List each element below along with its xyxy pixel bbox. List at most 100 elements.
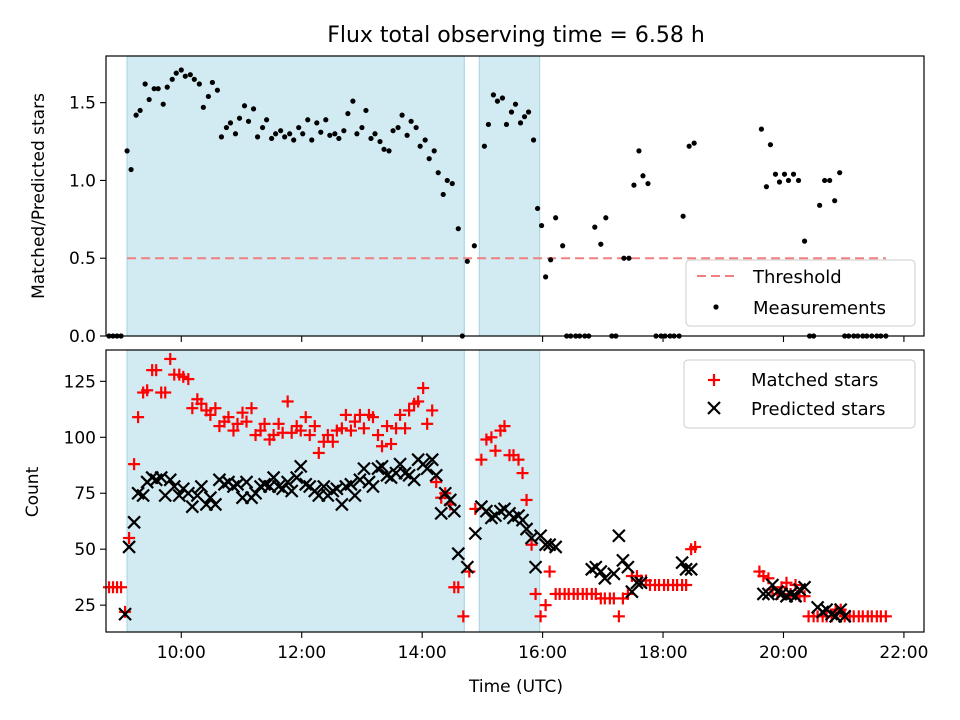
measurement-point xyxy=(621,255,627,261)
predicted-star-mark xyxy=(293,459,308,474)
measurement-point xyxy=(404,132,410,138)
predicted-star-mark xyxy=(542,537,557,552)
measurement-point xyxy=(124,148,130,154)
measurement-point xyxy=(534,205,541,212)
measurement-point xyxy=(485,121,492,128)
matched-star-point xyxy=(267,429,280,442)
predicted-star-mark xyxy=(612,528,626,543)
predicted-star-mark xyxy=(131,486,145,501)
matched-star-point xyxy=(489,444,502,457)
predicted-star-mark xyxy=(420,461,434,476)
measurement-point xyxy=(300,131,306,137)
matched-star-point xyxy=(326,435,339,448)
predicted-star-point xyxy=(375,459,389,474)
predicted-star-mark xyxy=(407,473,421,487)
predicted-star-point xyxy=(239,475,254,489)
matched-star-point xyxy=(412,395,425,408)
matched-star-point xyxy=(680,579,693,591)
x-tick-label: 16:00 xyxy=(518,643,567,663)
matched-star-points xyxy=(103,352,892,623)
measurement-point xyxy=(359,124,365,131)
bottom-axes-frame xyxy=(105,349,925,633)
measurement-point xyxy=(795,177,802,184)
y-tick-label: 0.5 xyxy=(69,249,96,269)
matched-star-point xyxy=(209,402,222,415)
predicted-star-mark xyxy=(443,493,458,507)
measurement-point xyxy=(521,114,528,120)
measurement-point xyxy=(455,226,461,232)
matched-star-point xyxy=(376,440,389,453)
predicted-star-mark xyxy=(194,479,209,494)
measurement-point xyxy=(164,84,170,90)
predicted-star-mark xyxy=(460,560,475,574)
matched-star-point xyxy=(689,540,702,553)
measurement-point xyxy=(263,117,270,123)
matched-star-point xyxy=(123,532,136,544)
x-tick-label: 20:00 xyxy=(759,643,808,663)
predicted-star-mark xyxy=(528,560,543,574)
predicted-star-mark xyxy=(634,575,648,590)
predicted-star-point xyxy=(598,571,612,586)
measurement-point xyxy=(236,115,243,121)
predicted-star-mark xyxy=(451,546,466,561)
measurement-point xyxy=(626,255,632,261)
measurement-point xyxy=(381,146,387,152)
predicted-star-mark xyxy=(434,506,449,521)
measurement-point xyxy=(196,81,202,87)
predicted-star-mark xyxy=(765,578,780,592)
measurement-point xyxy=(827,177,833,184)
predicted-star-mark xyxy=(429,468,443,483)
predicted-star-mark xyxy=(770,584,785,599)
measurement-point xyxy=(395,124,401,131)
measurement-point xyxy=(205,93,211,100)
top-panel: Flux total observing time = 6.58 h 0.00.… xyxy=(29,23,925,347)
predicted-star-point xyxy=(519,522,534,536)
matched-star-point xyxy=(141,384,154,397)
measurement-point xyxy=(354,131,360,137)
predicted-star-mark xyxy=(783,587,798,601)
predicted-star-mark xyxy=(797,580,812,595)
predicted-star-point xyxy=(122,540,136,554)
predicted-star-mark xyxy=(190,488,205,503)
measurement-point xyxy=(318,129,324,135)
matched-star-point xyxy=(308,420,321,433)
predicted-star-point xyxy=(824,607,839,621)
predicted-star-point xyxy=(451,546,466,561)
predicted-star-mark xyxy=(380,468,394,483)
matched-star-point xyxy=(222,411,235,424)
predicted-star-mark xyxy=(393,457,407,471)
measurement-point xyxy=(296,124,302,131)
predicted-star-mark xyxy=(468,526,483,541)
predicted-star-point xyxy=(515,513,530,527)
measurement-point xyxy=(314,120,320,126)
measurement-point xyxy=(517,120,524,126)
predicted-star-mark xyxy=(484,511,499,525)
predicted-star-mark xyxy=(630,575,644,590)
predicted-star-mark xyxy=(438,486,453,501)
matched-star-point xyxy=(516,467,529,480)
measurement-point xyxy=(332,131,338,137)
predicted-legend-swatch xyxy=(707,401,721,415)
predicted-star-mark xyxy=(298,477,313,492)
predicted-star-point xyxy=(293,459,308,474)
matched-star-point xyxy=(357,422,370,435)
measurement-point xyxy=(386,148,392,154)
predicted-star-point xyxy=(289,470,304,485)
predicted-star-point xyxy=(371,461,385,476)
predicted-star-mark xyxy=(761,587,776,601)
predicted-star-point xyxy=(326,484,340,498)
measurement-point xyxy=(417,143,423,149)
predicted-star-point xyxy=(484,511,499,525)
predicted-star-mark xyxy=(326,484,340,498)
matched-star-point xyxy=(335,422,348,435)
matched-star-point xyxy=(621,587,634,600)
measurement-point xyxy=(490,92,497,98)
measurement-point xyxy=(680,213,686,219)
predicted-star-mark xyxy=(538,537,553,552)
measurement-point xyxy=(499,95,506,101)
matched-star-point xyxy=(457,610,470,623)
predicted-star-point xyxy=(538,537,553,552)
measurement-point xyxy=(327,132,333,138)
predicted-star-point xyxy=(634,575,648,590)
measurement-point xyxy=(598,241,604,247)
